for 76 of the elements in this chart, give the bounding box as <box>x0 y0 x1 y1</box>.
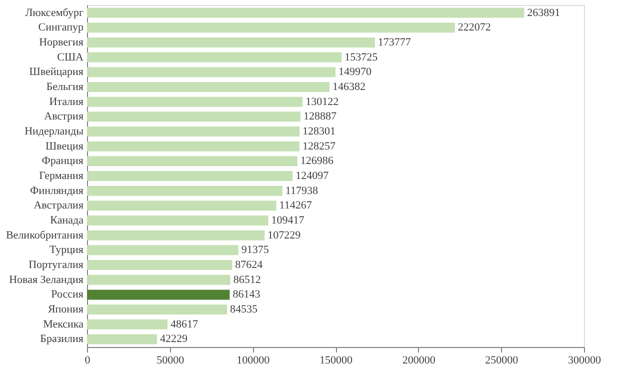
data-label: 91375 <box>241 244 270 256</box>
data-label: 109417 <box>271 214 305 227</box>
bar <box>87 171 293 181</box>
bar <box>87 304 228 315</box>
y-tick-label: Финляндия <box>30 184 84 197</box>
y-tick-label: Франция <box>42 155 84 168</box>
x-tick-label: 300000 <box>568 354 602 366</box>
data-label: 173777 <box>378 36 412 48</box>
data-label: 124097 <box>296 170 330 182</box>
y-tick-label: Япония <box>48 304 84 316</box>
bar <box>87 52 342 62</box>
y-tick-label: Австралия <box>34 200 84 212</box>
data-label: 126986 <box>300 155 334 168</box>
bar <box>87 216 268 226</box>
bar <box>87 200 276 211</box>
bar <box>87 156 298 166</box>
y-tick-label: Швейцария <box>29 66 84 78</box>
y-tick-label: Австрия <box>44 110 84 123</box>
data-label: 87624 <box>235 259 264 272</box>
bar <box>87 334 157 344</box>
bar <box>87 67 336 78</box>
x-tick-label: 0 <box>84 354 91 366</box>
data-label: 86512 <box>233 274 261 286</box>
y-tick-label: Норвегия <box>39 36 84 48</box>
x-tick-label: 250000 <box>485 354 519 366</box>
bar <box>87 82 330 92</box>
data-label: 107229 <box>268 229 302 242</box>
bar <box>87 319 168 330</box>
y-tick-label: Италия <box>49 96 84 108</box>
bar <box>87 112 301 122</box>
data-label: 48617 <box>170 318 199 330</box>
y-tick-label: Бразилия <box>40 333 84 346</box>
y-tick-label: Бельгия <box>46 80 84 93</box>
bar <box>87 260 232 270</box>
bar <box>87 22 455 33</box>
bar <box>87 141 300 152</box>
bar <box>87 96 303 107</box>
data-label: 130122 <box>306 96 339 108</box>
bar <box>87 245 238 256</box>
data-label: 42229 <box>160 333 188 346</box>
x-tick-label: 150000 <box>320 354 353 366</box>
data-label: 153725 <box>344 51 378 64</box>
x-tick-label: 200000 <box>402 354 436 366</box>
y-tick-label: Германия <box>39 170 84 182</box>
y-tick-label: Мексика <box>43 318 84 330</box>
y-tick-label: Швеция <box>46 140 84 152</box>
bar <box>87 8 524 18</box>
data-label: 149970 <box>338 66 372 78</box>
y-tick-label: Португалия <box>28 259 84 272</box>
data-label: 86143 <box>232 288 261 301</box>
data-label: 128301 <box>302 125 336 138</box>
x-tick-label: 100000 <box>236 354 270 366</box>
bar <box>87 230 265 240</box>
data-label: 114267 <box>279 200 312 212</box>
bar <box>87 37 375 48</box>
y-tick-label: США <box>57 51 84 64</box>
bar <box>87 274 230 285</box>
y-tick-label: Нидерланды <box>24 125 84 138</box>
data-label: 222072 <box>458 22 491 34</box>
y-tick-label: Сингапур <box>38 22 84 34</box>
x-tick-label: 50000 <box>156 354 185 366</box>
data-label: 84535 <box>230 304 258 316</box>
y-tick-label: Новая Зеландия <box>9 274 84 286</box>
bar <box>87 290 230 300</box>
data-label: 117938 <box>285 184 318 197</box>
bar <box>87 126 300 136</box>
bar <box>87 186 282 196</box>
y-tick-label: Россия <box>51 288 84 301</box>
y-tick-label: Великобритания <box>6 229 84 242</box>
data-label: 128887 <box>304 110 338 123</box>
data-label: 128257 <box>302 140 336 152</box>
data-label: 146382 <box>332 80 366 93</box>
y-tick-label: Канада <box>50 214 84 227</box>
data-label: 263891 <box>527 6 560 19</box>
y-tick-label: Турция <box>49 244 84 256</box>
y-tick-label: Люксембург <box>25 6 84 19</box>
